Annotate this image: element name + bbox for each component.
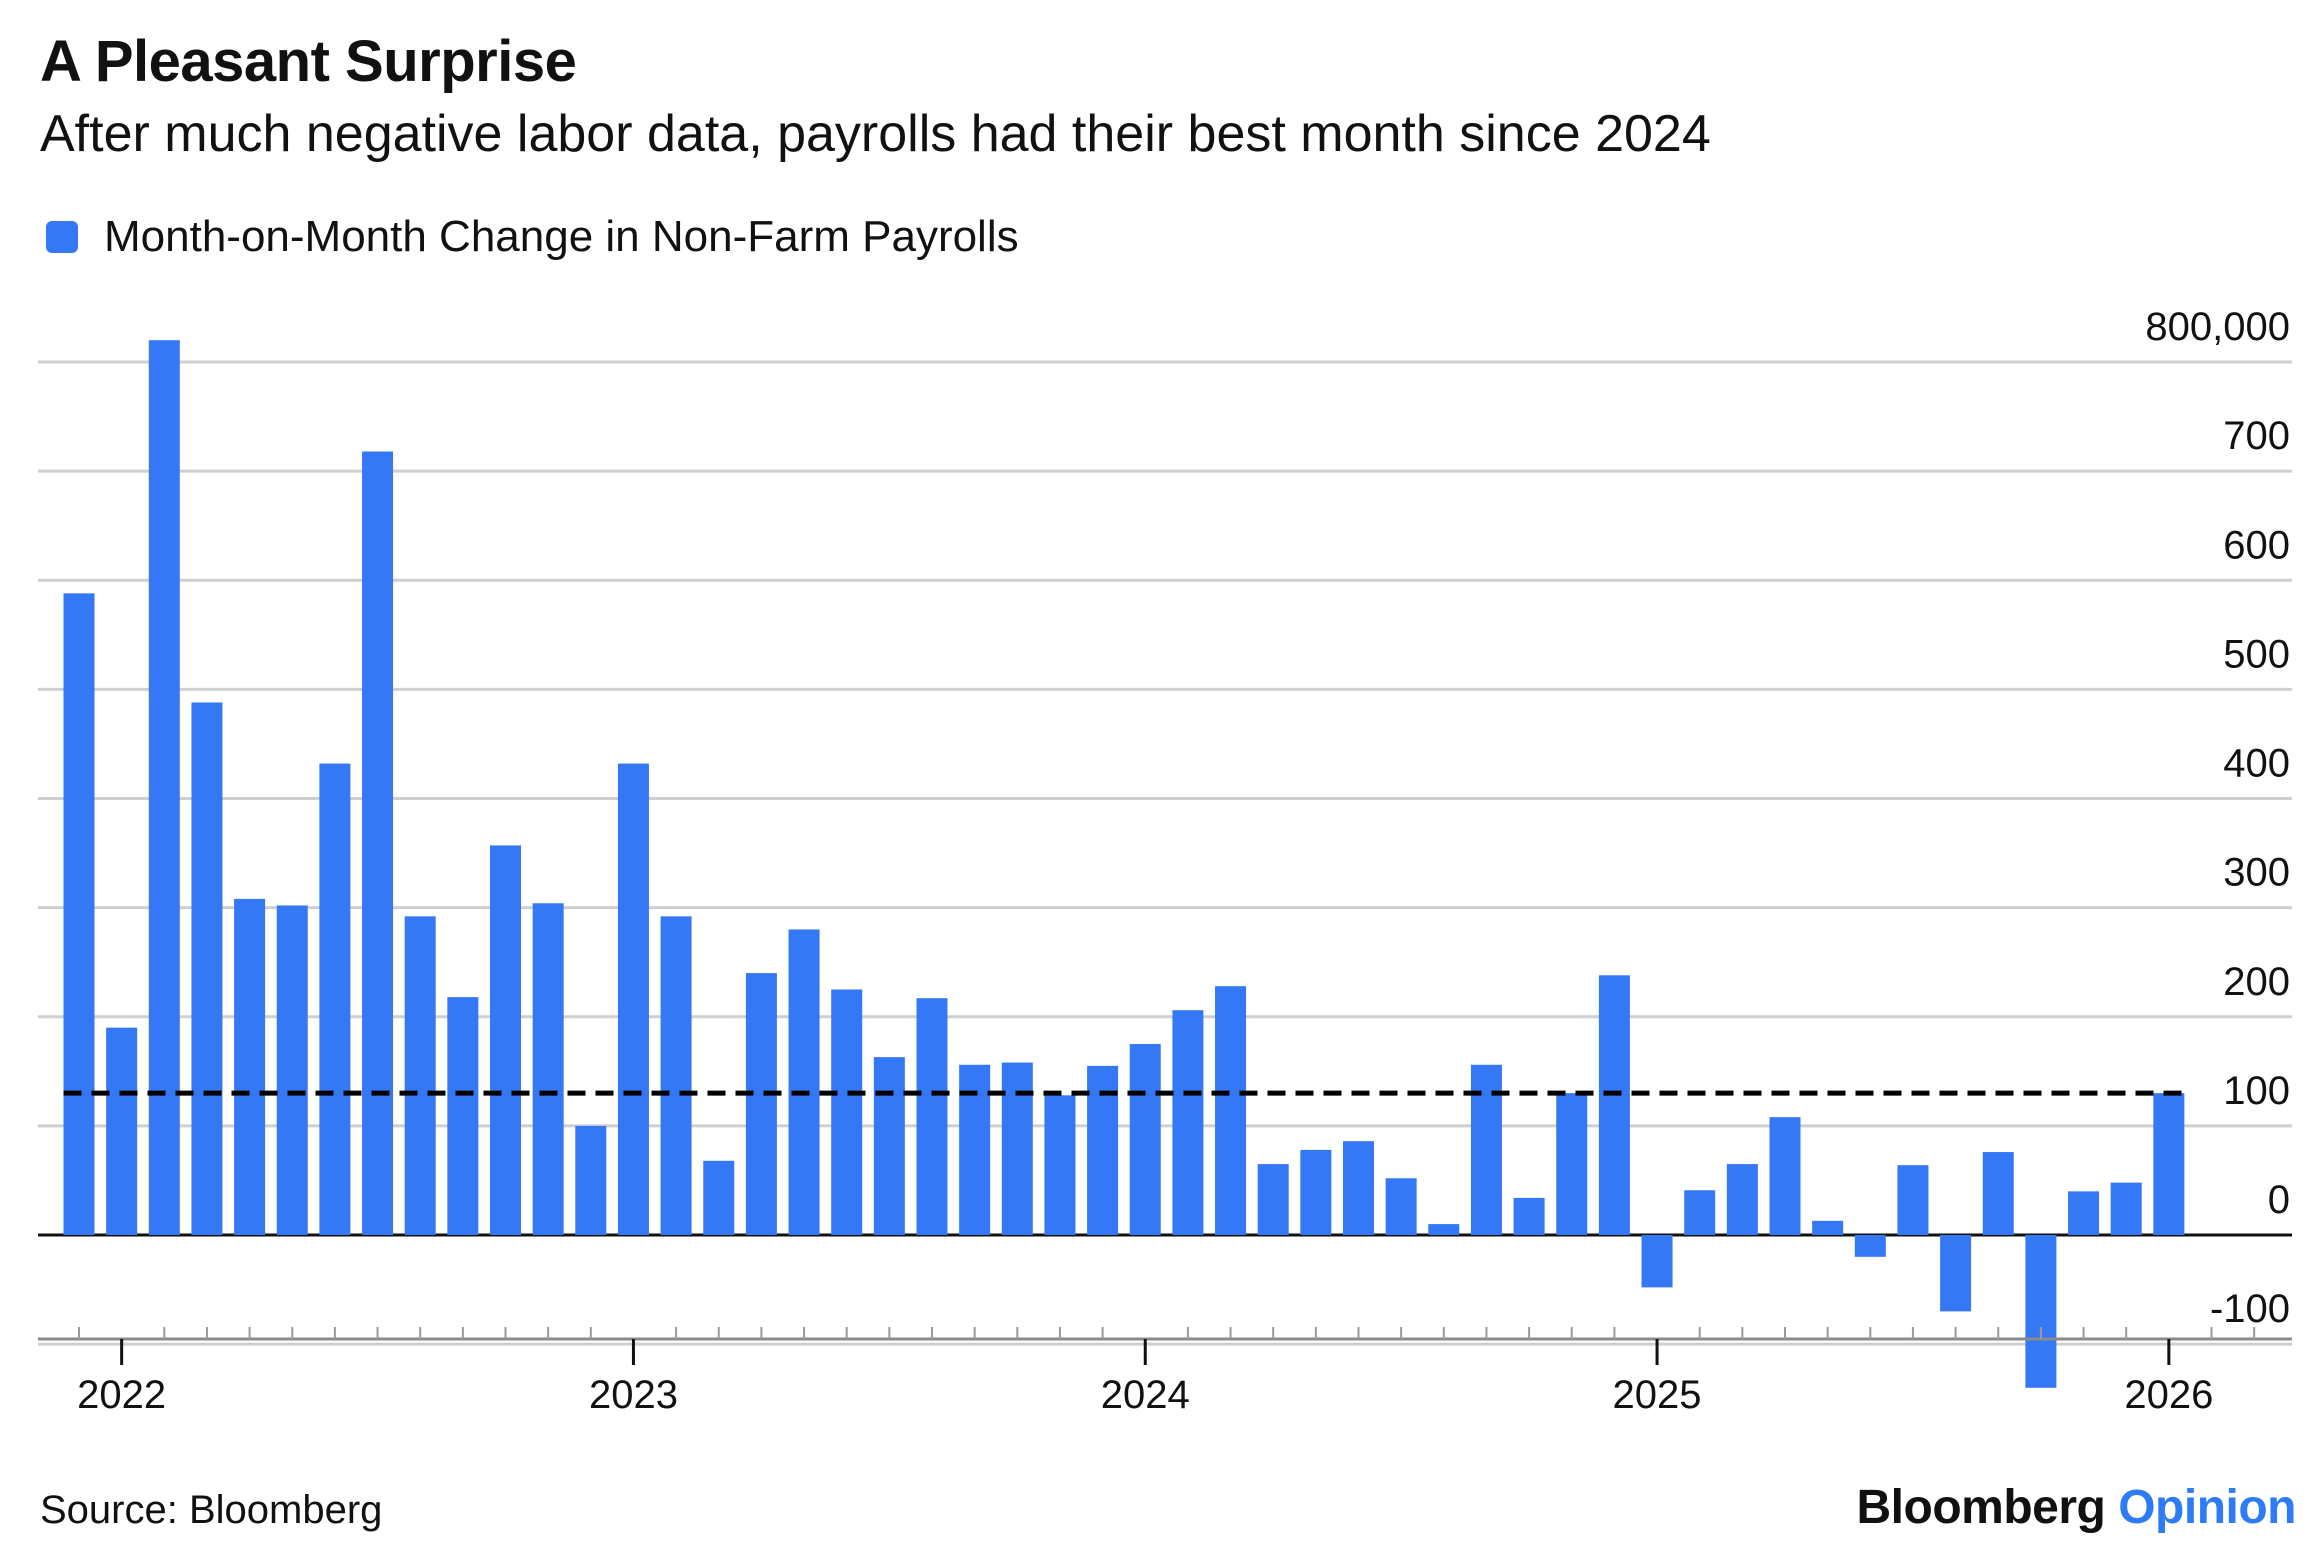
bar <box>1215 986 1247 1235</box>
bar <box>1300 1149 1332 1235</box>
brand-main: Bloomberg <box>1856 1481 2106 1534</box>
bar <box>2068 1191 2100 1235</box>
bars <box>63 340 2185 1388</box>
legend-label: Month-on-Month Change in Non-Farm Payrol… <box>104 212 1019 261</box>
bar <box>1982 1152 2014 1235</box>
bar <box>703 1160 735 1235</box>
y-tick-label: 700 <box>2223 414 2290 458</box>
bar <box>1385 1178 1417 1235</box>
bar <box>276 905 308 1235</box>
bar <box>1172 1010 1204 1235</box>
bar <box>1343 1141 1374 1235</box>
bar <box>106 1027 138 1235</box>
legend-swatch <box>46 221 78 253</box>
bar <box>234 898 266 1235</box>
y-tick-label: 200 <box>2223 960 2290 1004</box>
bar <box>2153 1093 2185 1235</box>
bar <box>1513 1197 1545 1235</box>
chart-title: A Pleasant Surprise <box>40 29 577 94</box>
y-tick-label: 100 <box>2223 1069 2290 1113</box>
y-tick-label: 400 <box>2223 742 2290 786</box>
bar <box>1257 1164 1289 1235</box>
bar <box>404 916 436 1235</box>
bar <box>532 903 564 1235</box>
bar <box>2025 1235 2057 1388</box>
bar <box>63 593 95 1235</box>
x-tick-label: 2026 <box>2124 1373 2213 1417</box>
bar <box>575 1125 607 1235</box>
bar <box>1940 1235 1972 1312</box>
bar <box>1812 1220 1844 1235</box>
bar <box>1428 1224 1460 1235</box>
bar <box>191 702 223 1235</box>
y-tick-label: 300 <box>2223 851 2290 895</box>
bar <box>2110 1182 2142 1235</box>
bar <box>873 1057 905 1235</box>
y-tick-label: 800,000 <box>2145 305 2290 349</box>
bar <box>617 763 649 1235</box>
y-axis: 800,000 700 600 500 400 300 200 100 0 -100 <box>2145 305 2290 1331</box>
bar <box>1001 1062 1033 1235</box>
legend: Month-on-Month Change in Non-Farm Payrol… <box>46 212 1019 262</box>
y-tick-label: 500 <box>2223 632 2290 676</box>
y-tick-label: -100 <box>2210 1287 2290 1331</box>
y-tick-label: 600 <box>2223 523 2290 567</box>
bar <box>1726 1164 1758 1235</box>
bar <box>1684 1190 1716 1235</box>
x-tick-label: 2023 <box>589 1373 678 1417</box>
bar <box>1641 1235 1673 1288</box>
bar <box>660 916 692 1235</box>
bar <box>1470 1064 1502 1235</box>
bar <box>831 989 863 1235</box>
brand-accent: Opinion <box>2118 1481 2296 1534</box>
x-tick-label: 2024 <box>1101 1373 1190 1417</box>
bar <box>1854 1235 1886 1257</box>
bar <box>1598 975 1630 1235</box>
bar <box>1769 1117 1801 1235</box>
bar <box>1897 1165 1929 1235</box>
bar <box>1556 1093 1588 1235</box>
bar <box>916 998 948 1235</box>
bar <box>1129 1044 1161 1235</box>
bar <box>788 929 820 1235</box>
bar <box>447 997 479 1235</box>
x-tick-label: 2025 <box>1613 1373 1702 1417</box>
bar <box>1044 1095 1076 1235</box>
source-note: Source: Bloomberg <box>40 1488 383 1532</box>
chart-subtitle: After much negative labor data, payrolls… <box>40 105 1711 163</box>
bar <box>319 763 351 1235</box>
x-tick-label: 2022 <box>77 1373 166 1417</box>
bar <box>959 1064 991 1235</box>
bar <box>490 845 521 1235</box>
bar <box>362 451 394 1235</box>
x-axis: 2022 2023 2024 2025 2026 <box>38 1327 2292 1417</box>
bar <box>148 340 180 1235</box>
bar <box>745 973 777 1235</box>
y-tick-label: 0 <box>2268 1178 2290 1222</box>
brand-logo: Bloomberg Opinion <box>1856 1480 2297 1535</box>
